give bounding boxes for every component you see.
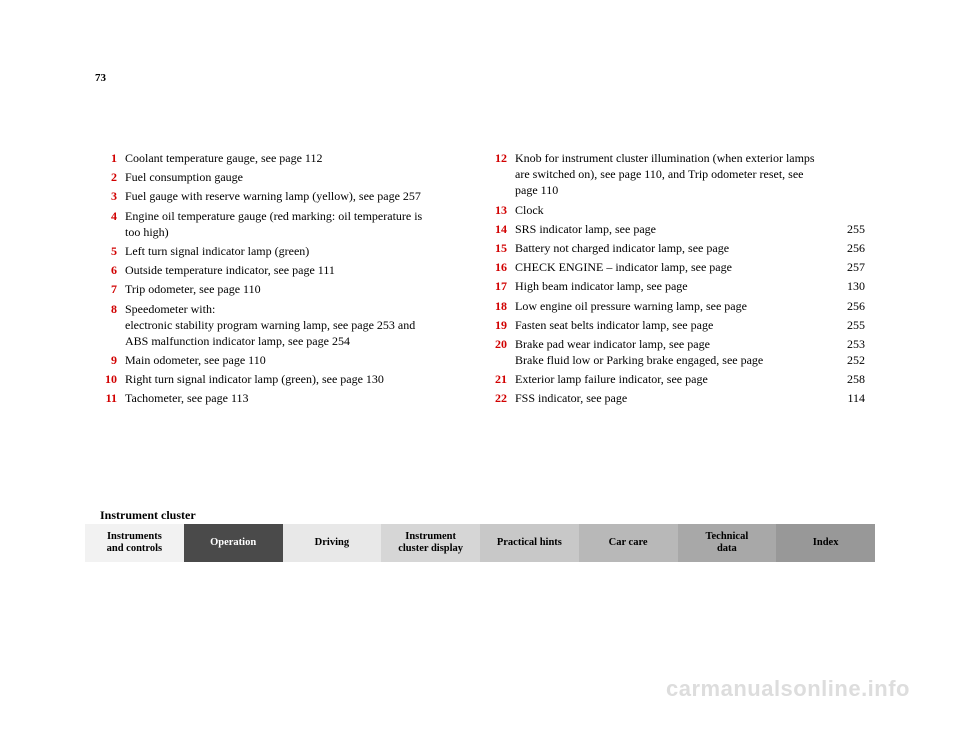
list-item: 1Coolant temperature gauge, see page 112 [95, 150, 475, 166]
list-item: 21Exterior lamp failure indicator, see p… [485, 371, 865, 387]
item-page: 114 [825, 390, 865, 406]
nav-tab[interactable]: Index [776, 524, 875, 562]
nav-tab[interactable]: Instruments and controls [85, 524, 184, 562]
item-number: 2 [95, 169, 125, 185]
list-item: 9Main odometer, see page 110 [95, 352, 475, 368]
item-description: Left turn signal indicator lamp (green) [125, 243, 435, 259]
content-columns: 1Coolant temperature gauge, see page 112… [95, 90, 865, 410]
nav-tab[interactable]: Car care [579, 524, 678, 562]
item-number: 4 [95, 208, 125, 224]
right-column: 12Knob for instrument cluster illuminati… [485, 150, 865, 410]
item-number: 21 [485, 371, 515, 387]
item-number: 17 [485, 278, 515, 294]
item-description: Main odometer, see page 110 [125, 352, 435, 368]
item-number: 5 [95, 243, 125, 259]
list-item: 14SRS indicator lamp, see page255 [485, 221, 865, 237]
list-item: 18Low engine oil pressure warning lamp, … [485, 298, 865, 314]
item-number: 20 [485, 336, 515, 352]
item-description: Clock [515, 202, 825, 218]
list-item: 19Fasten seat belts indicator lamp, see … [485, 317, 865, 333]
item-number: 14 [485, 221, 515, 237]
item-number: 16 [485, 259, 515, 275]
nav-tabs: Instruments and controlsOperationDriving… [85, 524, 875, 562]
nav-tab[interactable]: Instrument cluster display [381, 524, 480, 562]
item-number: 8 [95, 301, 125, 317]
item-number: 10 [95, 371, 125, 387]
item-page: 256 [825, 298, 865, 314]
page-content: 7 3 1Coolant temperature gauge, see page … [95, 90, 865, 410]
item-description: Coolant temperature gauge, see page 112 [125, 150, 435, 166]
list-item: 4Engine oil temperature gauge (red marki… [95, 208, 475, 240]
item-description: Knob for instrument cluster illumination… [515, 150, 825, 199]
list-item: 10Right turn signal indicator lamp (gree… [95, 371, 475, 387]
list-item: 6Outside temperature indicator, see page… [95, 262, 475, 278]
item-description: Tachometer, see page 113 [125, 390, 435, 406]
item-number: 1 [95, 150, 125, 166]
item-description: FSS indicator, see page [515, 390, 825, 406]
item-number: 9 [95, 352, 125, 368]
item-description: Engine oil temperature gauge (red markin… [125, 208, 435, 240]
item-number: 12 [485, 150, 515, 166]
item-number: 18 [485, 298, 515, 314]
item-description: High beam indicator lamp, see page [515, 278, 825, 294]
item-number: 22 [485, 390, 515, 406]
item-page: 256 [825, 240, 865, 256]
list-item: 22FSS indicator, see page114 [485, 390, 865, 406]
item-number: 6 [95, 262, 125, 278]
item-description: SRS indicator lamp, see page [515, 221, 825, 237]
item-description: Fuel consumption gauge [125, 169, 435, 185]
item-description: Speedometer with: electronic stability p… [125, 301, 435, 350]
item-description: Battery not charged indicator lamp, see … [515, 240, 825, 256]
item-page: 255 [825, 317, 865, 333]
item-page: 255 [825, 221, 865, 237]
item-number: 11 [95, 390, 125, 406]
list-item: 2Fuel consumption gauge [95, 169, 475, 185]
list-item: 16CHECK ENGINE – indicator lamp, see pag… [485, 259, 865, 275]
item-number: 7 [95, 281, 125, 297]
list-item: 20Brake pad wear indicator lamp, see pag… [485, 336, 865, 368]
item-number: 19 [485, 317, 515, 333]
item-description: Trip odometer, see page 110 [125, 281, 435, 297]
item-description: Fuel gauge with reserve warning lamp (ye… [125, 188, 435, 204]
list-item: 3Fuel gauge with reserve warning lamp (y… [95, 188, 475, 204]
item-description: Brake pad wear indicator lamp, see page … [515, 336, 825, 368]
nav-tab[interactable]: Driving [283, 524, 382, 562]
item-description: Low engine oil pressure warning lamp, se… [515, 298, 825, 314]
item-page: 258 [825, 371, 865, 387]
section-label: Instrument cluster [100, 508, 196, 523]
item-description: CHECK ENGINE – indicator lamp, see page [515, 259, 825, 275]
item-number: 13 [485, 202, 515, 218]
list-item: 11Tachometer, see page 113 [95, 390, 475, 406]
item-number: 15 [485, 240, 515, 256]
nav-tab[interactable]: Operation [184, 524, 283, 562]
list-item: 12Knob for instrument cluster illuminati… [485, 150, 865, 199]
list-item: 7Trip odometer, see page 110 [95, 281, 475, 297]
nav-tab[interactable]: Practical hints [480, 524, 579, 562]
item-page: 130 [825, 278, 865, 294]
list-item: 15Battery not charged indicator lamp, se… [485, 240, 865, 256]
item-number: 3 [95, 188, 125, 204]
item-description: Fasten seat belts indicator lamp, see pa… [515, 317, 825, 333]
page-number: 73 [95, 72, 106, 84]
watermark: carmanualsonline.info [666, 676, 910, 702]
left-column: 1Coolant temperature gauge, see page 112… [95, 150, 475, 410]
list-item: 17High beam indicator lamp, see page130 [485, 278, 865, 294]
item-page: 257 [825, 259, 865, 275]
nav-tab[interactable]: Technical data [678, 524, 777, 562]
list-item: 8Speedometer with: electronic stability … [95, 301, 475, 350]
item-description: Exterior lamp failure indicator, see pag… [515, 371, 825, 387]
list-item: 13Clock [485, 202, 865, 218]
item-description: Right turn signal indicator lamp (green)… [125, 371, 435, 387]
item-page: 253 252 [825, 336, 865, 368]
list-item: 5Left turn signal indicator lamp (green) [95, 243, 475, 259]
item-description: Outside temperature indicator, see page … [125, 262, 435, 278]
